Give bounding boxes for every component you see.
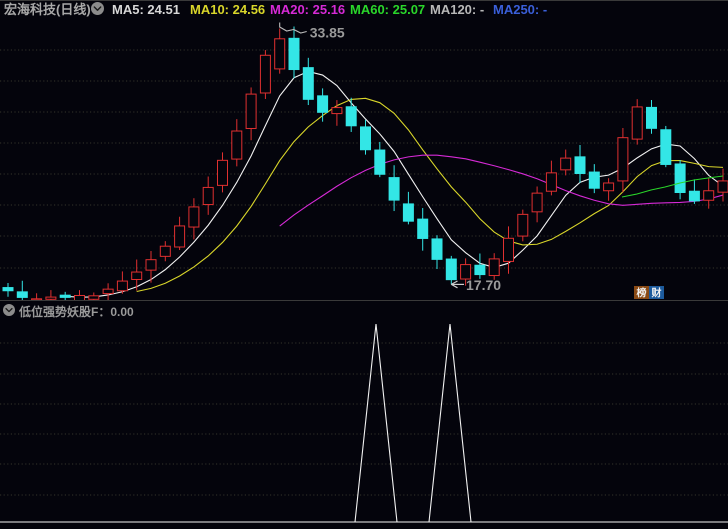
svg-text:33.85: 33.85: [310, 25, 345, 41]
svg-text:17.70: 17.70: [466, 277, 501, 293]
svg-text:榜: 榜: [637, 287, 647, 300]
svg-text:财: 财: [651, 287, 662, 300]
